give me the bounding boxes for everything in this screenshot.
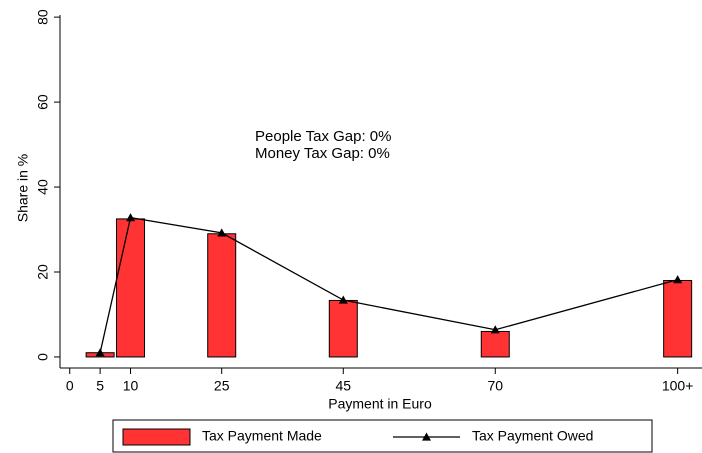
marker	[673, 275, 683, 284]
bar	[480, 330, 510, 358]
legend-swatch	[122, 428, 191, 446]
x-tick-label: 10	[123, 378, 139, 394]
y-tick-label: 60	[35, 94, 51, 110]
x-tick-label: 5	[96, 378, 104, 394]
bar	[116, 218, 146, 358]
annotation: People Tax Gap: 0%	[255, 128, 391, 145]
bar	[207, 233, 237, 358]
marker	[338, 295, 348, 304]
bar	[663, 279, 693, 358]
y-tick-label: 20	[35, 264, 51, 280]
legend-box	[112, 419, 653, 453]
x-tick-label: 70	[487, 378, 503, 394]
legend-marker	[422, 432, 431, 441]
marker	[217, 228, 227, 237]
legend-label: Tax Payment Owed	[472, 428, 593, 444]
y-axis-label: Share in %	[15, 154, 31, 222]
bar	[328, 299, 358, 358]
x-axis-label: Payment in Euro	[328, 396, 432, 412]
y-tick-label: 80	[35, 9, 51, 25]
y-tick-label: 0	[35, 353, 51, 361]
y-tick-label: 40	[35, 179, 51, 195]
annotation: Money Tax Gap: 0%	[255, 145, 390, 162]
x-tick-label: 45	[336, 378, 352, 394]
marker	[490, 325, 500, 334]
marker	[95, 348, 105, 357]
x-tick-label: 100+	[662, 378, 694, 394]
line	[99, 216, 678, 353]
legend-label: Tax Payment Made	[202, 428, 322, 444]
x-tick-label: 0	[66, 378, 74, 394]
x-tick-label: 25	[214, 378, 230, 394]
marker	[126, 213, 136, 222]
